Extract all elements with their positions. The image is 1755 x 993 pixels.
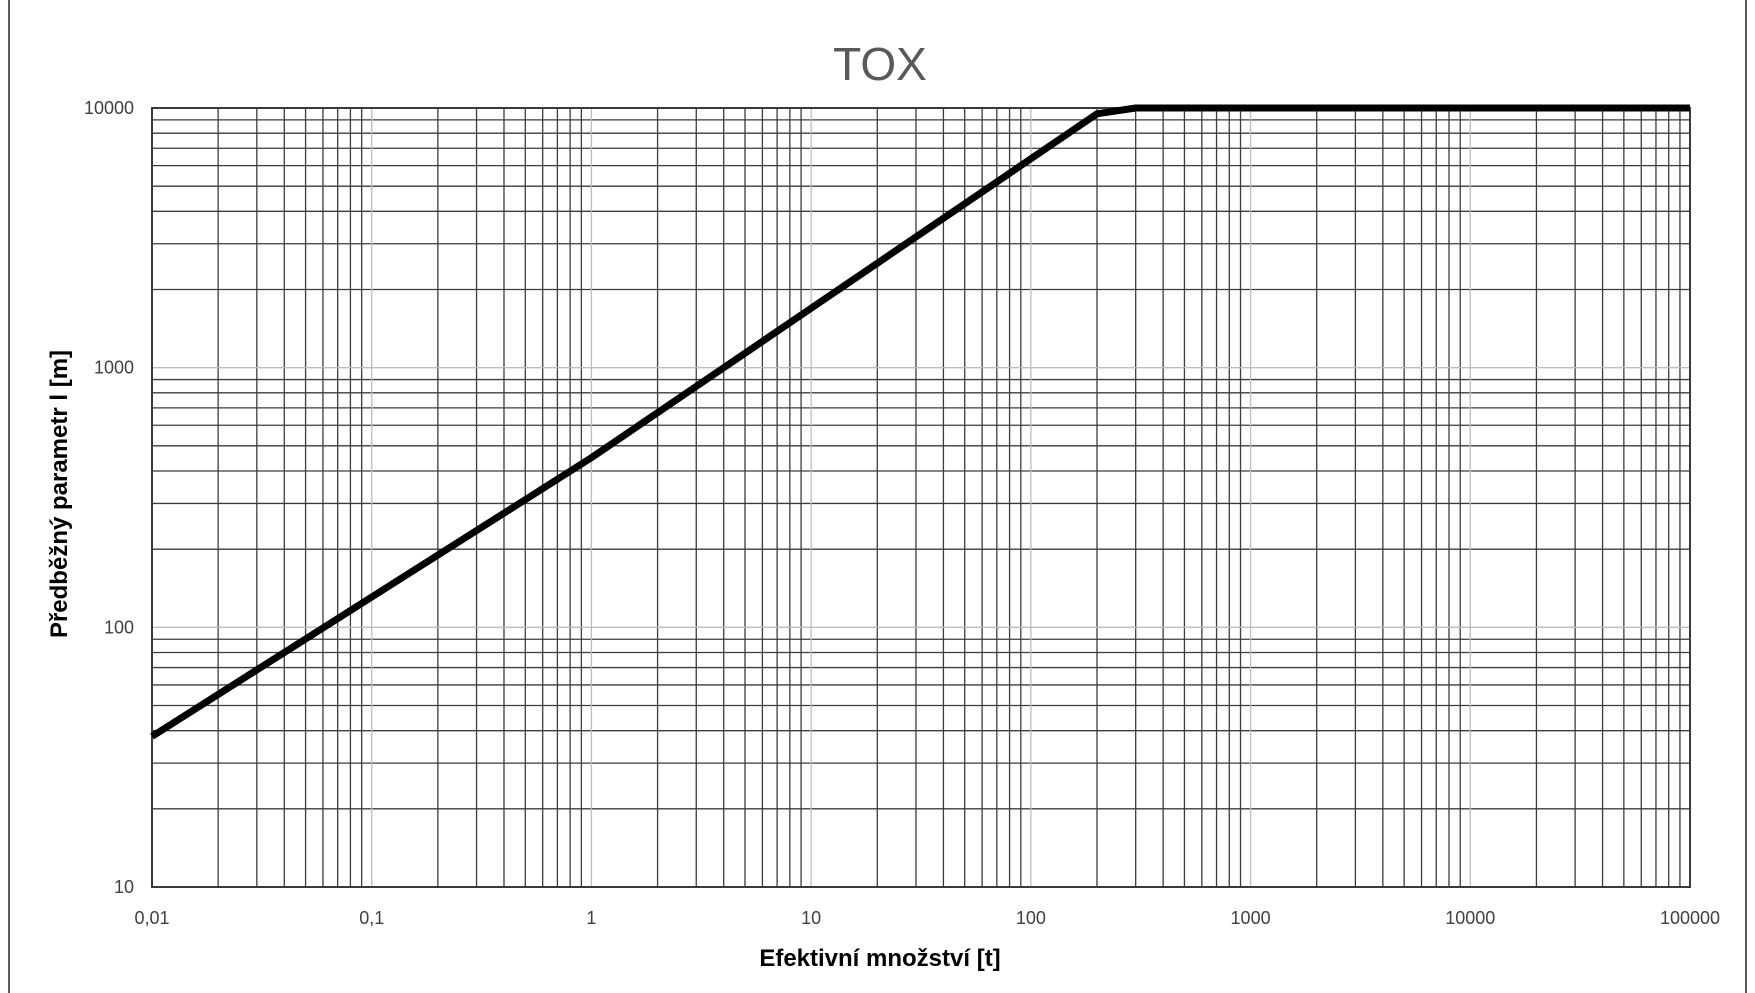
y-tick-labels: 10 100 1000 10000 [84,98,134,897]
y-tick-label: 100 [104,617,134,637]
plot-area-border [151,107,1691,888]
x-tick-label: 0,1 [359,908,384,928]
x-tick-label: 100 [1016,908,1046,928]
x-tick-label: 1000 [1231,908,1271,928]
x-tick-label: 10 [801,908,821,928]
grid-minor-lines [152,108,1690,887]
y-tick-label: 1000 [94,358,134,378]
x-tick-label: 100000 [1660,908,1720,928]
y-tick-label: 10000 [84,98,134,118]
x-tick-labels: 0,01 0,1 1 10 100 1000 10000 100000 [134,908,1720,928]
right-border-line [1745,0,1747,993]
y-axis-label: Předběžný parametr l [m] [46,350,73,638]
x-axis-label: Efektivní množství [t] [759,945,1000,972]
x-tick-label: 1 [586,908,596,928]
left-border-line [8,0,10,993]
x-tick-label: 10000 [1445,908,1495,928]
series-line-0 [150,104,1690,740]
series-layer [150,104,1690,740]
grid-major-lines [151,107,1691,888]
y-tick-label: 10 [114,877,134,897]
x-tick-label: 0,01 [134,908,169,928]
chart-title: TOX [833,38,927,90]
